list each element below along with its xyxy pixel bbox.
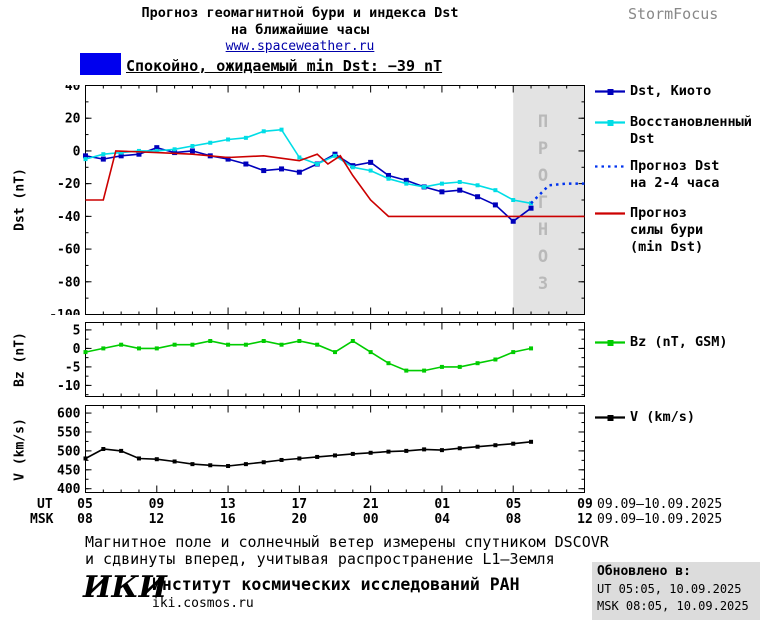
legend-label: V (km/s) (630, 409, 696, 425)
iki-site-link[interactable]: iki.cosmos.ru (152, 596, 254, 611)
updated-ut: UT 05:05, 10.09.2025 (597, 582, 742, 596)
institute-name: Институт космических исследований РАН (152, 575, 520, 594)
ut-tick-label: 13 (220, 497, 236, 512)
msk-axis-name: MSK (30, 512, 54, 527)
legend-label: Dst, Киото (630, 83, 712, 99)
page-title: Прогноз геомагнитной бури и индекса Dst (141, 5, 459, 21)
legend-label: (min Dst) (630, 238, 704, 255)
msk-tick-label: 08 (77, 512, 93, 527)
msk-tick-label: 04 (434, 512, 450, 527)
storm-line-icon (595, 212, 625, 215)
svg-text:-100: -100 (49, 308, 80, 315)
msk-tick-label: 12 (577, 512, 593, 527)
ut-tick-label: 21 (362, 497, 379, 512)
msk-tick-label: 20 (291, 512, 308, 527)
dst-kyoto-line-icon (595, 89, 625, 95)
ut-tick-label: 09 (577, 497, 593, 512)
bz-line-icon (595, 340, 625, 346)
ut-tick-label: 09 (148, 497, 165, 512)
svg-text:-10: -10 (57, 379, 81, 394)
updated-box: Обновлено в: UT 05:05, 10.09.2025 MSK 08… (592, 562, 760, 620)
iki-logo: ИКИ (83, 570, 167, 605)
legend-label: Dst (630, 130, 655, 147)
svg-text:450: 450 (57, 463, 81, 478)
data-source-note-line2: и сдвинуты вперед, учитывая распростране… (85, 550, 555, 568)
forecast-band-label: ПРОГНОЗ (533, 112, 553, 301)
ut-tick-label: 17 (291, 497, 308, 512)
ut-axis-row: UT 09.09–10.09.2025 05 09 13 17 21 01 05 09 (0, 497, 760, 513)
msk-tick-label: 08 (505, 512, 522, 527)
page-subtitle: на ближайшие часы (230, 22, 370, 38)
forecast-dotted-line-icon (595, 165, 625, 168)
status-color-swatch (80, 53, 121, 75)
legend-label: на 2-4 часа (630, 174, 720, 191)
legend-label: Bz (nT, GSM) (630, 334, 728, 350)
svg-text:400: 400 (57, 482, 81, 493)
svg-text:40: 40 (65, 85, 81, 94)
legend-storm-forecast: Прогноз силы бури (min Dst) (595, 205, 703, 256)
msk-daterange: 09.09–10.09.2025 (597, 512, 723, 527)
svg-text:5: 5 (73, 323, 81, 338)
ut-tick-label: 05 (505, 497, 522, 512)
legend-reconstructed: Восстановленный Dst (595, 114, 752, 148)
svg-text:20: 20 (65, 112, 81, 127)
v-line-icon (595, 415, 625, 421)
svg-text:-80: -80 (57, 275, 81, 290)
msk-tick-label: 16 (220, 512, 236, 527)
updated-label: Обновлено в: (597, 564, 691, 579)
svg-text:0: 0 (73, 342, 81, 357)
ut-daterange: 09.09–10.09.2025 (597, 497, 723, 512)
data-source-note-line1: Магнитное поле и солнечный ветер измерен… (85, 533, 609, 551)
spaceweather-link[interactable]: www.spaceweather.ru (225, 39, 375, 54)
bz-chart: 5 0 -5 -10 (57, 322, 585, 397)
status-text: Спокойно, ожидаемый min Dst: −39 nT (126, 57, 443, 75)
legend-forecast-dst: Прогноз Dst на 2-4 часа (595, 158, 719, 192)
brand-label: StormFocus (628, 5, 719, 23)
dst-chart: 40 20 0 -20 -40 -60 -80 -100 (49, 85, 585, 315)
msk-axis-row: MSK 09.09–10.09.2025 08 12 16 20 00 04 08 12 (0, 512, 760, 528)
svg-text:500: 500 (57, 444, 81, 459)
svg-text:-60: -60 (57, 243, 81, 258)
reconstructed-line-icon (595, 120, 625, 126)
svg-text:550: 550 (57, 425, 81, 440)
legend-label: силы бури (630, 221, 704, 238)
svg-text:-40: -40 (57, 210, 81, 225)
updated-msk: MSK 08:05, 10.09.2025 (597, 599, 749, 613)
svg-text:600: 600 (57, 407, 81, 422)
msk-tick-label: 12 (148, 512, 165, 527)
legend-dst-kyoto: Dst, Киото (595, 83, 711, 100)
svg-text:-20: -20 (57, 177, 81, 192)
svg-text:0: 0 (73, 144, 81, 159)
v-axis-label: V (km/s) (12, 418, 28, 481)
legend-bz: Bz (nT, GSM) (595, 334, 728, 351)
msk-tick-label: 00 (362, 512, 379, 527)
dst-axis-label: Dst (nT) (12, 168, 28, 231)
ut-tick-label: 05 (77, 497, 93, 512)
ut-tick-label: 01 (434, 497, 450, 512)
v-chart: 600 550 500 450 400 (57, 405, 585, 493)
svg-text:-5: -5 (65, 360, 81, 375)
legend-v: V (km/s) (595, 409, 695, 426)
legend-label: Прогноз (630, 205, 687, 221)
legend-label: Восстановленный (630, 114, 752, 130)
legend-label: Прогноз Dst (630, 158, 720, 174)
ut-axis-name: UT (37, 497, 53, 512)
